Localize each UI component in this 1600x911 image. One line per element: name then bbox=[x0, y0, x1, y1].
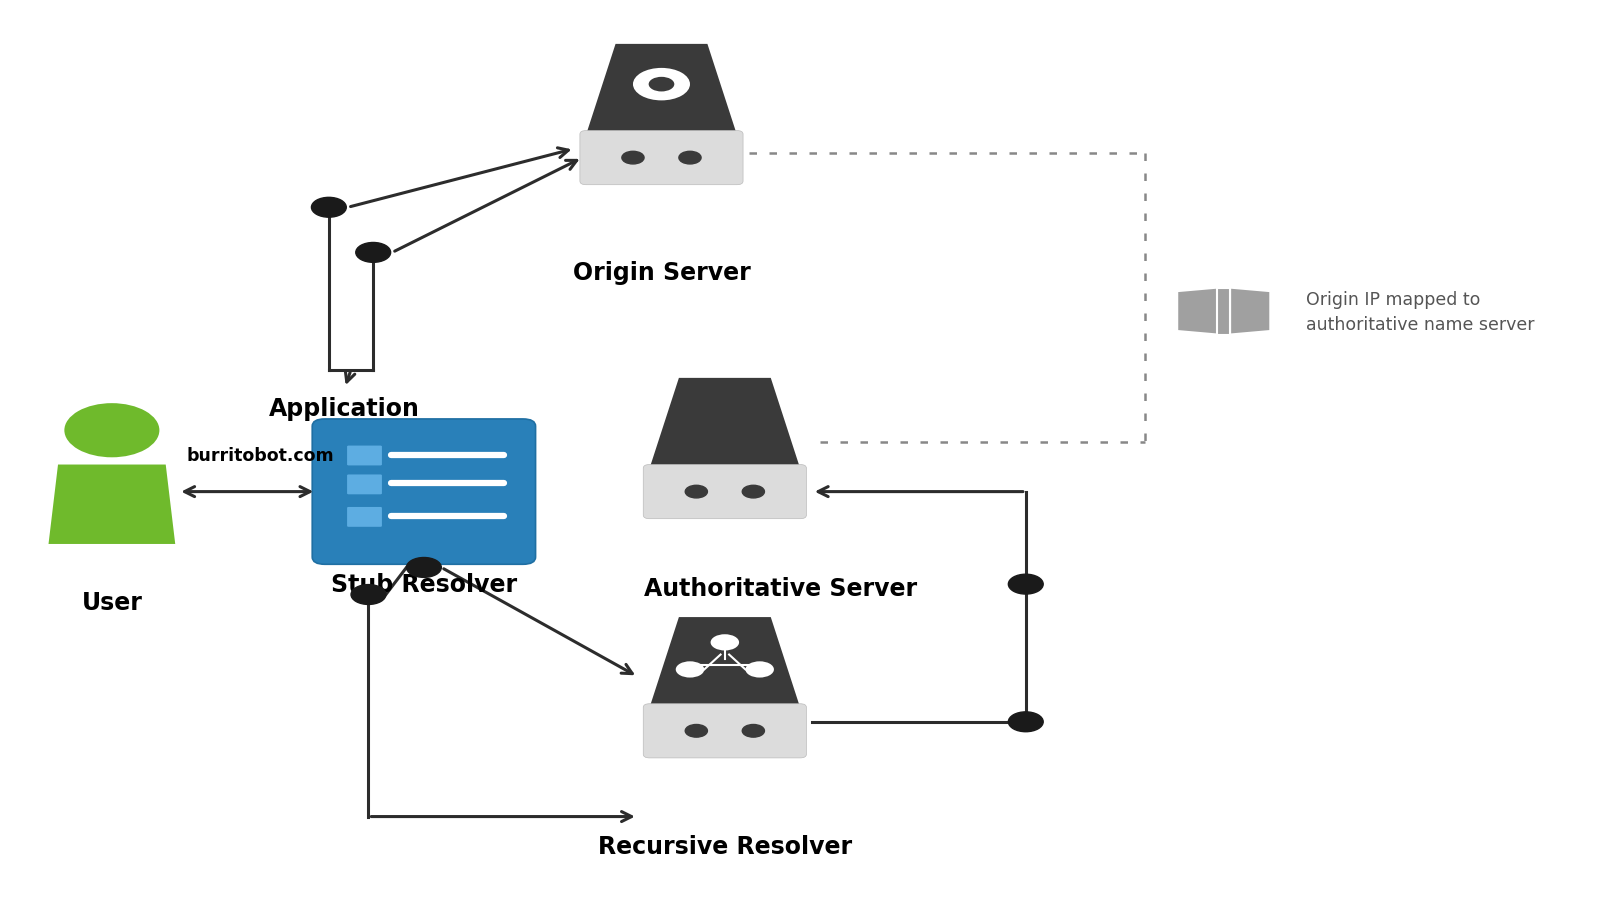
Circle shape bbox=[355, 242, 390, 262]
Text: burritobot.com: burritobot.com bbox=[186, 446, 334, 465]
Text: Origin IP mapped to: Origin IP mapped to bbox=[1306, 292, 1480, 309]
Circle shape bbox=[675, 661, 704, 678]
Polygon shape bbox=[1230, 288, 1270, 334]
Text: Origin Server: Origin Server bbox=[573, 261, 750, 285]
FancyBboxPatch shape bbox=[347, 507, 382, 527]
Circle shape bbox=[648, 77, 674, 91]
Circle shape bbox=[742, 724, 765, 737]
FancyBboxPatch shape bbox=[312, 419, 536, 564]
Text: authoritative name server: authoritative name server bbox=[1306, 315, 1534, 333]
FancyBboxPatch shape bbox=[643, 465, 806, 518]
Text: Stub Resolver: Stub Resolver bbox=[331, 573, 517, 597]
Polygon shape bbox=[48, 465, 176, 544]
Polygon shape bbox=[650, 378, 800, 468]
FancyBboxPatch shape bbox=[579, 130, 742, 185]
Circle shape bbox=[710, 634, 739, 650]
Circle shape bbox=[406, 558, 442, 578]
Polygon shape bbox=[650, 617, 800, 707]
Polygon shape bbox=[1218, 288, 1230, 334]
Circle shape bbox=[350, 585, 386, 604]
Circle shape bbox=[1008, 574, 1043, 594]
Circle shape bbox=[312, 198, 346, 217]
Circle shape bbox=[622, 151, 645, 164]
Circle shape bbox=[685, 724, 707, 737]
FancyBboxPatch shape bbox=[347, 475, 382, 495]
Circle shape bbox=[742, 486, 765, 498]
Circle shape bbox=[746, 661, 774, 678]
Circle shape bbox=[1008, 711, 1043, 732]
Text: Recursive Resolver: Recursive Resolver bbox=[598, 834, 851, 859]
Circle shape bbox=[64, 404, 160, 457]
FancyBboxPatch shape bbox=[347, 445, 382, 466]
Polygon shape bbox=[646, 92, 677, 98]
FancyBboxPatch shape bbox=[643, 703, 806, 758]
Polygon shape bbox=[586, 44, 736, 134]
Text: Application: Application bbox=[269, 397, 421, 421]
Text: User: User bbox=[82, 591, 142, 615]
Circle shape bbox=[678, 151, 701, 164]
Text: Authoritative Server: Authoritative Server bbox=[643, 578, 917, 601]
Circle shape bbox=[685, 486, 707, 498]
Circle shape bbox=[634, 68, 690, 100]
Polygon shape bbox=[1178, 288, 1218, 334]
